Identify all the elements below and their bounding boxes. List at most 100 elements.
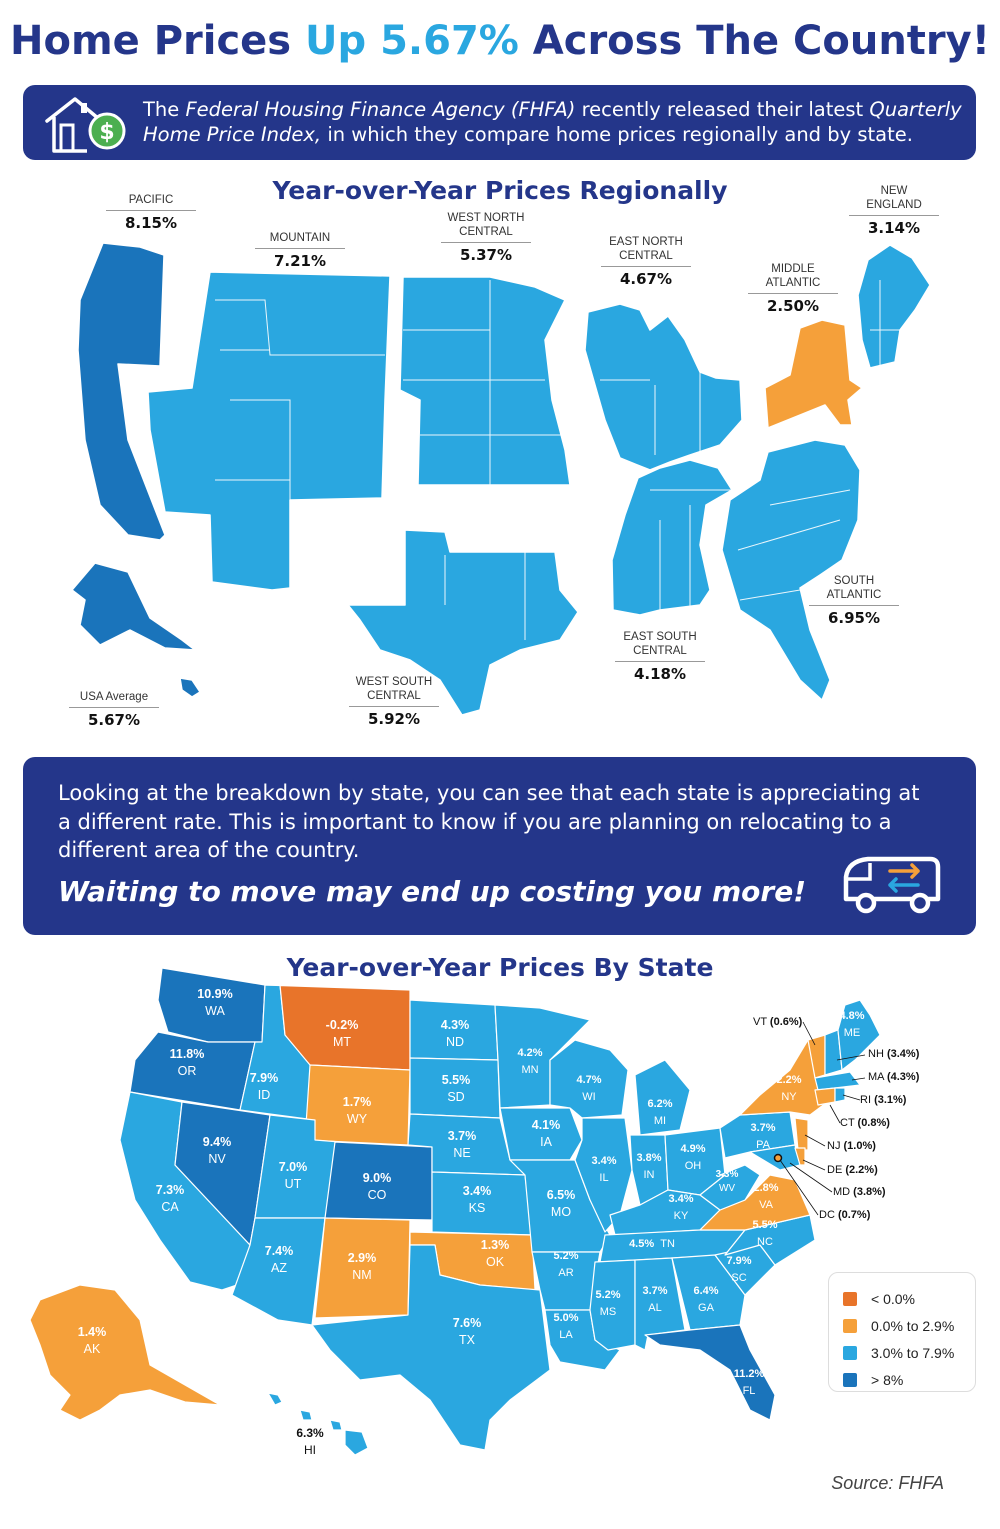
region-rule (809, 605, 899, 606)
state-abbr: VA (759, 1199, 773, 1211)
state-label-me: 4.8% ME (817, 1008, 887, 1042)
intro-t3: recently released their latest (575, 98, 870, 121)
state-pct: 3.7% (750, 1122, 776, 1134)
state-pct: 9.0% (362, 1171, 392, 1185)
info-emphasis: Waiting to move may end up costing you m… (58, 875, 806, 908)
state-pct: 7.9% (249, 1071, 279, 1085)
state-label-la: 5.0% LA (531, 1310, 601, 1344)
state-pct: 3.4% (591, 1155, 617, 1167)
state-label-mo: 6.5% MO (526, 1187, 596, 1221)
region-mountain-shape (147, 271, 391, 591)
callout-abbr: DE (827, 1164, 843, 1176)
state-abbr: ND (445, 1035, 465, 1049)
state-label-va: 2.8% VA (731, 1180, 801, 1214)
region-rule (349, 706, 439, 707)
callout-vt: VT (0.6%) (753, 1016, 802, 1028)
state-abbr: NV (208, 1152, 226, 1166)
state-abbr: TN (660, 1238, 675, 1250)
callout-ri: RI (3.1%) (860, 1094, 906, 1106)
state-me (837, 999, 881, 1071)
state-label-wi: 4.7% WI (554, 1072, 624, 1106)
state-label-ga: 6.4% GA (671, 1283, 741, 1317)
region-rule (69, 707, 159, 708)
title-part-2: Across The Country! (518, 18, 990, 64)
state-pct: 5.2% (553, 1250, 579, 1262)
region-name: SOUTH ATLANTIC (826, 575, 882, 601)
state-pct: 4.7% (576, 1074, 602, 1086)
region-name: WEST SOUTH CENTRAL (355, 676, 433, 702)
region-ma-shape (764, 319, 863, 429)
state-abbr: AK (83, 1342, 101, 1356)
region-label-west-north-central: WEST NORTH CENTRAL 5.37% (416, 211, 556, 264)
callout-pct: (4.3%) (886, 1071, 920, 1083)
state-abbr: WV (718, 1183, 736, 1194)
state-map-title: Year-over-Year Prices By State (286, 953, 714, 982)
callout-nj: NJ (1.0%) (827, 1140, 876, 1152)
state-label-fl: 11.2% FL (714, 1366, 784, 1400)
state-abbr: CO (367, 1188, 387, 1202)
callout-abbr: MD (833, 1186, 851, 1198)
legend-swatch (843, 1291, 857, 1306)
state-label-pa: 3.7% PA (728, 1120, 798, 1154)
state-label-mt: -0.2% MT (307, 1017, 377, 1051)
regional-title: Year-over-Year Prices Regionally (272, 176, 728, 205)
state-abbr: KS (468, 1201, 486, 1215)
state-abbr: SD (447, 1090, 465, 1104)
state-pct: 11.8% (169, 1047, 205, 1061)
callout-pct: (1.0%) (843, 1140, 876, 1152)
state-pct: 7.4% (264, 1244, 294, 1258)
region-name: WEST NORTH CENTRAL (447, 212, 525, 238)
region-wsc-shape (347, 529, 579, 716)
state-pct: 7.3% (155, 1183, 185, 1197)
region-esc-shape (611, 459, 733, 616)
callout-pct: (3.8%) (853, 1186, 886, 1198)
state-pct: 4.5% (629, 1238, 655, 1250)
state-abbr: OR (177, 1064, 197, 1078)
legend-swatch (843, 1318, 857, 1333)
state-abbr: IA (540, 1135, 552, 1149)
region-rule (106, 210, 196, 211)
state-nj (794, 1117, 809, 1151)
callout-de: DE (2.2%) (827, 1164, 878, 1176)
state-label-sc: 7.9% SC (704, 1253, 774, 1287)
callout-abbr: DC (819, 1209, 835, 1221)
state-pct: 9.4% (202, 1135, 232, 1149)
state-abbr: IL (599, 1172, 609, 1184)
state-de (794, 1147, 806, 1166)
region-label-new-england: NEW ENGLAND 3.14% (824, 184, 964, 237)
region-value: 7.21% (273, 252, 327, 270)
state-abbr: FL (742, 1385, 756, 1397)
state-pct: 6.5% (546, 1188, 576, 1202)
state-pct: 11.2% (733, 1368, 765, 1380)
region-rule (748, 293, 838, 294)
state-label-nm: 2.9% NM (327, 1250, 397, 1284)
title-accent: Up 5.67% (305, 18, 519, 64)
region-label-south-atlantic: SOUTH ATLANTIC 6.95% (784, 574, 924, 627)
callout-ma: MA (4.3%) (868, 1071, 919, 1083)
state-pct: 2.8% (753, 1182, 779, 1194)
state-pct: 4.3% (440, 1018, 470, 1032)
state-abbr: MT (332, 1035, 352, 1049)
state-label-id: 7.9% ID (229, 1070, 299, 1104)
state-label-ms: 5.2% MS (573, 1287, 643, 1321)
region-name: USA Average (79, 691, 149, 703)
region-value: 4.67% (619, 270, 673, 288)
region-rule (255, 248, 345, 249)
region-value: 8.15% (124, 214, 178, 232)
page-title: Home Prices Up 5.67% Across The Country! (0, 18, 1000, 64)
house-dollar-icon: $ (45, 97, 126, 153)
state-abbr: LA (559, 1329, 573, 1341)
state-pct: 5.0% (553, 1312, 579, 1324)
state-abbr: AR (558, 1267, 574, 1279)
state-label-wa: 10.9% WA (180, 986, 250, 1020)
region-wnc-shape (399, 276, 571, 486)
state-label-ny: 2.2% NY (754, 1072, 824, 1106)
region-label-west-south-central: WEST SOUTH CENTRAL 5.92% (324, 675, 464, 728)
state-pct: 6.2% (647, 1098, 673, 1110)
state-abbr: PA (756, 1139, 770, 1151)
region-label-mountain: MOUNTAIN 7.21% (230, 231, 370, 270)
map-legend: < 0.0% 0.0% to 2.9% 3.0% to 7.9% > 8% (828, 1272, 976, 1392)
state-abbr: MO (550, 1205, 572, 1219)
state-pct: 3.8% (636, 1152, 662, 1164)
